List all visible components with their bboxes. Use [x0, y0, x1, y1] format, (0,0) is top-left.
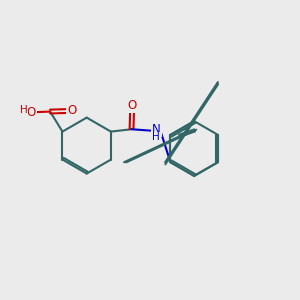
Text: O: O	[27, 106, 36, 119]
Text: H: H	[20, 105, 28, 115]
Text: H: H	[152, 133, 160, 142]
Text: N: N	[152, 123, 161, 136]
Text: O: O	[128, 99, 137, 112]
Text: O: O	[67, 104, 76, 118]
